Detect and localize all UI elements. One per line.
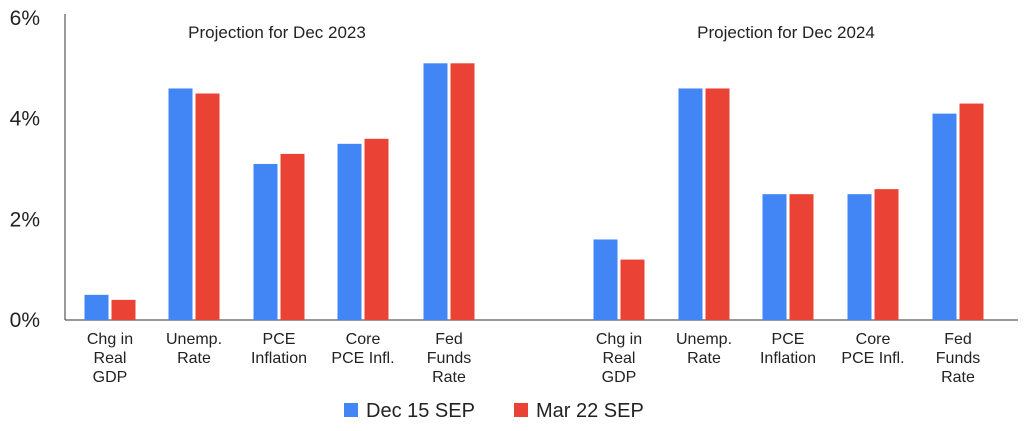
y-tick-label: 0%	[10, 309, 40, 332]
bar-mar-22-sep	[705, 88, 730, 320]
y-axis-labels: 0% 2% 4% 6%	[10, 7, 40, 332]
bar-mar-22-sep	[195, 93, 220, 320]
legend-swatch-dec-15-sep	[344, 403, 358, 417]
bar-dec-15-sep	[253, 163, 278, 320]
x-tick-label: Fed Funds Rate	[427, 331, 471, 386]
legend-label-mar-22-sep: Mar 22 SEP	[536, 400, 644, 422]
x-tick-label: Chg in Real GDP	[87, 331, 133, 386]
bars	[84, 63, 984, 321]
bar-mar-22-sep	[364, 138, 389, 320]
x-tick-label: Unemp. Rate	[676, 331, 732, 367]
x-tick-label: PCE Inflation	[760, 331, 816, 367]
x-tick-label: Fed Funds Rate	[936, 331, 980, 386]
bar-dec-15-sep	[84, 294, 109, 320]
bar-mar-22-sep	[620, 259, 645, 320]
y-tick-label: 4%	[10, 108, 40, 131]
bar-mar-22-sep	[111, 299, 136, 320]
legend: Dec 15 SEP Mar 22 SEP	[344, 400, 644, 422]
x-tick-label: Unemp. Rate	[166, 331, 222, 367]
annotation-dec-2023: Projection for Dec 2023	[188, 23, 366, 42]
bar-dec-15-sep	[168, 88, 193, 320]
bar-mar-22-sep	[789, 194, 814, 320]
y-tick-label: 6%	[10, 7, 40, 30]
bar-mar-22-sep	[280, 153, 305, 320]
x-tick-label: PCE Inflation	[251, 331, 307, 367]
y-tick-label: 2%	[10, 208, 40, 231]
bar-dec-15-sep	[762, 194, 787, 320]
x-tick-label: Chg in Real GDP	[596, 331, 642, 386]
bar-mar-22-sep	[959, 103, 984, 320]
x-axis-labels: Chg in Real GDP Unemp. Rate PCE Inflation Core P…	[87, 331, 980, 386]
annotation-dec-2024: Projection for Dec 2024	[697, 23, 875, 42]
bar-dec-15-sep	[593, 239, 618, 320]
bar-mar-22-sep	[450, 63, 475, 321]
bar-dec-15-sep	[678, 88, 703, 320]
bar-mar-22-sep	[874, 189, 899, 320]
x-tick-label: Core PCE Infl.	[841, 331, 904, 367]
bar-dec-15-sep	[423, 63, 448, 321]
bar-dec-15-sep	[847, 194, 872, 320]
bar-dec-15-sep	[932, 113, 957, 320]
bar-dec-15-sep	[337, 143, 362, 320]
legend-label-dec-15-sep: Dec 15 SEP	[366, 400, 475, 422]
legend-swatch-mar-22-sep	[514, 403, 528, 417]
x-tick-label: Core PCE Infl.	[331, 331, 394, 367]
